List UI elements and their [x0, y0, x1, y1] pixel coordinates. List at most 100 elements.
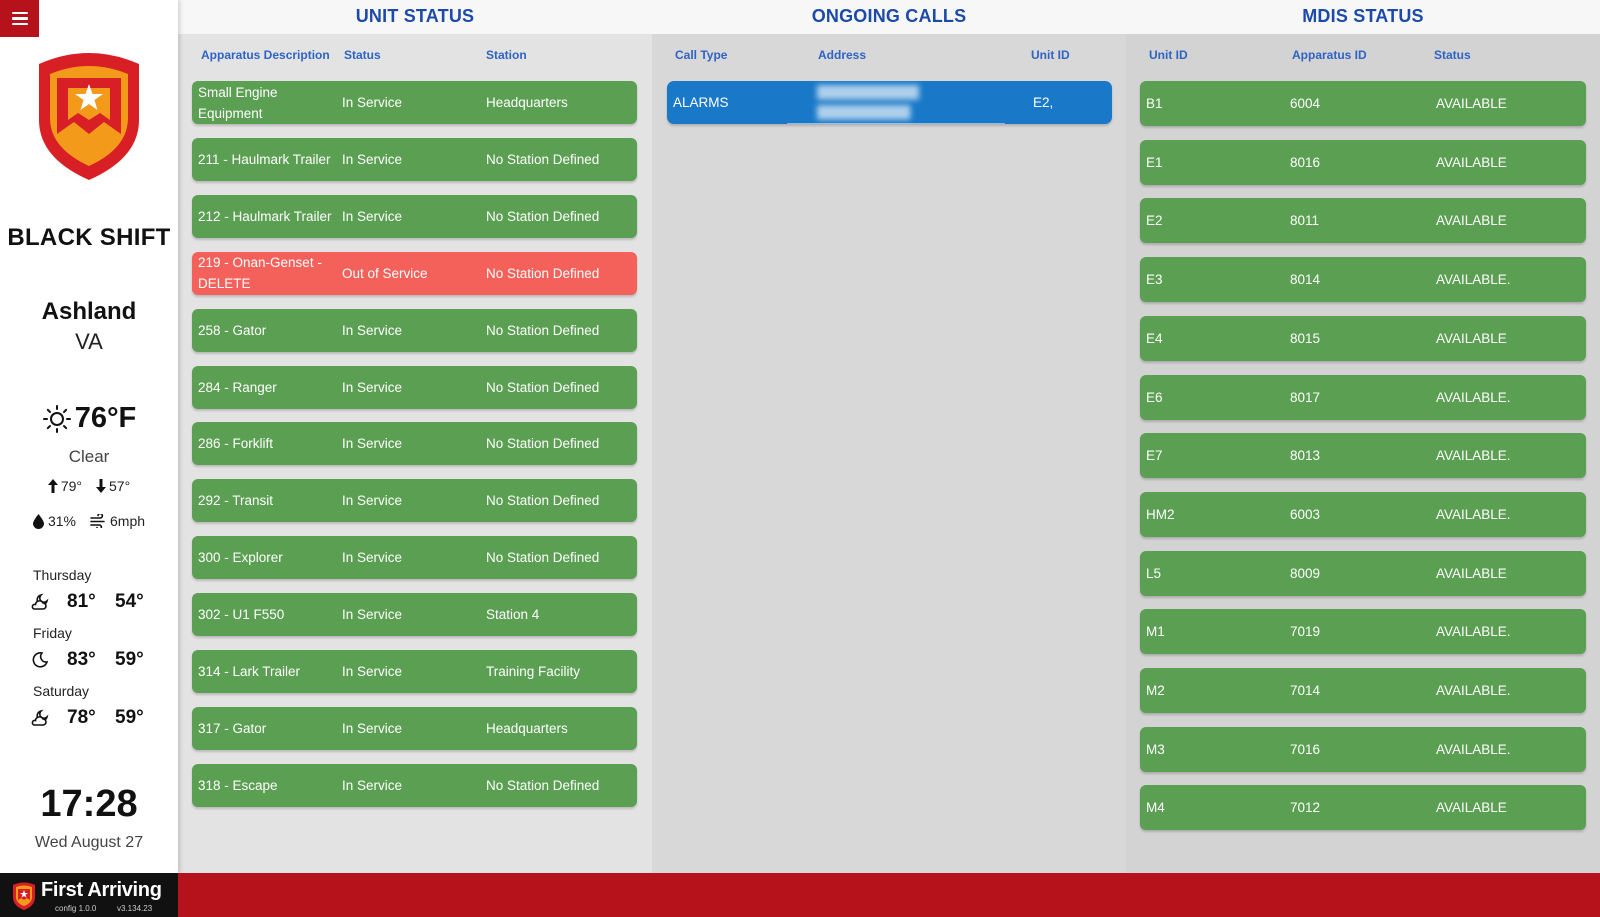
- config-version: config 1.0.0: [55, 904, 97, 913]
- forecast-high: 78°: [67, 707, 96, 728]
- forecast-low: 54°: [115, 591, 144, 612]
- apparatus-description: 211 - Haulmark Trailer: [198, 151, 331, 167]
- mdis-apparatus-id: 7012: [1290, 800, 1321, 816]
- mdis-row[interactable]: E1 8016 AVAILABLE: [1140, 139, 1586, 185]
- unit-station: No Station Defined: [486, 493, 600, 509]
- apparatus-description: 258 - Gator: [198, 322, 267, 338]
- unit-status: In Service: [342, 493, 403, 509]
- mdis-row[interactable]: E3 8014 AVAILABLE.: [1140, 257, 1586, 303]
- mdis-status: AVAILABLE: [1436, 800, 1507, 816]
- forecast-high: 83°: [67, 649, 96, 670]
- mdis-status: AVAILABLE.: [1436, 624, 1511, 640]
- apparatus-description: 300 - Explorer: [198, 550, 283, 566]
- mdis-unit-id: M4: [1146, 800, 1165, 816]
- ongoing-calls-panel: ONGOING CALLS Call Type Address Unit ID …: [652, 0, 1126, 873]
- mdis-unit-id: E1: [1146, 154, 1163, 170]
- weather-condition: Clear: [68, 447, 110, 466]
- mdis-row[interactable]: E2 8011 AVAILABLE: [1140, 198, 1586, 244]
- unit-row[interactable]: 318 - Escape In Service No Station Defined: [192, 763, 637, 807]
- wind-speed: 6mph: [110, 513, 146, 529]
- sidebar: BLACK SHIFT Ashland VA 76°F Clear 79° 57…: [0, 0, 178, 873]
- partly-cloudy-night-icon: [31, 709, 49, 726]
- unit-row[interactable]: 212 - Haulmark Trailer In Service No Stati…: [192, 194, 637, 238]
- mdis-status: AVAILABLE.: [1436, 741, 1511, 757]
- droplet-icon: [32, 513, 44, 529]
- mdis-apparatus-id: 8014: [1290, 272, 1321, 288]
- mdis-apparatus-id: 8011: [1290, 213, 1320, 229]
- forecast-row: 78° 59°: [30, 707, 150, 728]
- mdis-apparatus-id: 7016: [1290, 741, 1321, 757]
- forecast-day-label: Thursday: [33, 567, 92, 583]
- ongoing-calls-title: ONGOING CALLS: [652, 0, 1126, 34]
- mdis-row[interactable]: E4 8015 AVAILABLE: [1140, 315, 1586, 361]
- mdis-status-title: MDIS STATUS: [1126, 0, 1600, 34]
- unit-station: No Station Defined: [486, 436, 600, 452]
- unit-row[interactable]: 219 - Onan-Genset - DELETE Out of Service…: [192, 251, 637, 295]
- column-header: Apparatus ID: [1292, 48, 1367, 62]
- mdis-row[interactable]: B1 6004 AVAILABLE: [1140, 81, 1586, 126]
- unit-row[interactable]: 258 - Gator In Service No Station Defined: [192, 308, 637, 352]
- app-version: v3.134.23: [117, 904, 153, 913]
- mdis-unit-id: M3: [1146, 741, 1165, 757]
- apparatus-description: 317 - Gator: [198, 720, 267, 736]
- mdis-status-panel: MDIS STATUS Unit ID Apparatus ID Status …: [1126, 0, 1600, 873]
- column-header: Status: [1434, 48, 1471, 62]
- unit-row[interactable]: Small Engine Equipment In Service Headquar…: [192, 81, 637, 124]
- apparatus-description: Small Engine Equipment: [198, 84, 278, 121]
- unit-status: Out of Service: [342, 265, 428, 281]
- today-high: 79°: [60, 478, 82, 494]
- mdis-row[interactable]: E7 8013 AVAILABLE.: [1140, 433, 1586, 479]
- mdis-row[interactable]: M2 7014 AVAILABLE.: [1140, 668, 1586, 713]
- unit-row[interactable]: 286 - Forklift In Service No Station Defin…: [192, 422, 637, 466]
- unit-station: No Station Defined: [486, 208, 600, 224]
- forecast-low: 59°: [115, 707, 144, 728]
- hamburger-icon: [11, 11, 28, 15]
- unit-status-panel: UNIT STATUS Apparatus Description Status…: [178, 0, 652, 873]
- unit-status: In Service: [342, 151, 403, 167]
- call-row[interactable]: ALARMS ████████████ ███████████ E2,: [667, 81, 1112, 124]
- mdis-unit-id: E2: [1146, 213, 1163, 229]
- menu-button[interactable]: [0, 0, 39, 37]
- mdis-apparatus-id: 7014: [1290, 683, 1321, 698]
- mdis-row[interactable]: HM2 6003 AVAILABLE.: [1140, 491, 1586, 537]
- mdis-unit-id: B1: [1146, 96, 1163, 111]
- apparatus-description: 286 - Forklift: [198, 436, 274, 452]
- unit-status: In Service: [342, 550, 403, 566]
- apparatus-description: 212 - Haulmark Trailer: [198, 208, 332, 224]
- mdis-row[interactable]: E6 8017 AVAILABLE.: [1140, 374, 1586, 420]
- call-unit-id: E2,: [1033, 95, 1054, 110]
- city-name: Ashland: [41, 298, 137, 325]
- unit-row[interactable]: 284 - Ranger In Service No Station Defined: [192, 365, 637, 409]
- forecast-day-label: Friday: [33, 625, 72, 641]
- mdis-row[interactable]: M4 7012 AVAILABLE: [1140, 785, 1586, 831]
- mdis-row[interactable]: L5 8009 AVAILABLE: [1140, 550, 1586, 596]
- brand: First Arriving config 1.0.0 v3.134.23: [0, 873, 178, 917]
- apparatus-description: 292 - Transit: [198, 493, 274, 509]
- unit-station: No Station Defined: [486, 550, 600, 566]
- mdis-apparatus-id: 6004: [1290, 96, 1321, 111]
- unit-row[interactable]: 211 - Haulmark Trailer In Service No Stati…: [192, 137, 637, 181]
- clock-date: Wed August 27: [34, 834, 144, 851]
- unit-row[interactable]: 292 - Transit In Service No Station Define…: [192, 479, 637, 523]
- unit-row[interactable]: 302 - U1 F550 In Service Station 4: [192, 593, 637, 637]
- mdis-apparatus-id: 8015: [1290, 330, 1321, 346]
- unit-row[interactable]: 314 - Lark Trailer In Service Training Fac…: [192, 650, 637, 693]
- mdis-row[interactable]: M3 7016 AVAILABLE.: [1140, 726, 1586, 772]
- mdis-status: AVAILABLE.: [1436, 272, 1511, 288]
- mdis-row[interactable]: M1 7019 AVAILABLE.: [1140, 609, 1586, 655]
- mdis-status: AVAILABLE: [1436, 154, 1507, 170]
- unit-station: Training Facility: [486, 664, 581, 679]
- forecast-low: 59°: [115, 649, 144, 670]
- unit-row[interactable]: 300 - Explorer In Service No Station Defin…: [192, 536, 637, 580]
- moon-icon: [32, 652, 49, 668]
- humidity-wind: 31% 6mph: [0, 513, 178, 529]
- unit-row[interactable]: 317 - Gator In Service Headquarters: [192, 706, 637, 750]
- unit-status: In Service: [342, 777, 403, 793]
- unit-status: In Service: [342, 322, 403, 338]
- mdis-status: AVAILABLE: [1436, 96, 1507, 111]
- partly-cloudy-night-icon: [31, 593, 49, 610]
- arrow-down-icon: [96, 479, 106, 493]
- unit-status-headers: Apparatus Description Status Station: [178, 34, 652, 74]
- humidity: 31%: [47, 513, 76, 529]
- column-header: Address: [818, 48, 867, 62]
